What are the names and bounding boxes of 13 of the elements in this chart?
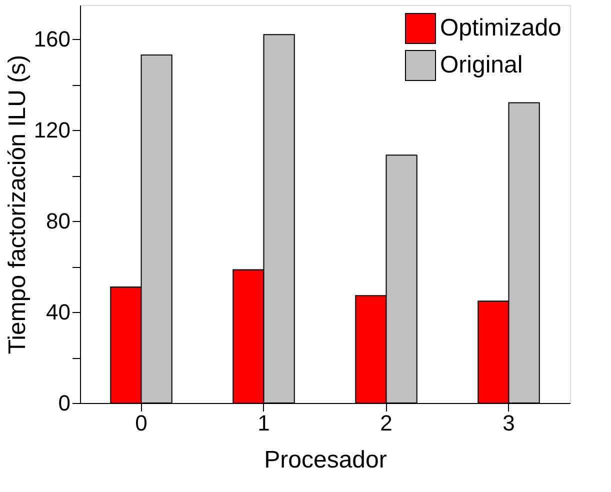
y-tick-label: 160 [34,26,70,52]
x-tick-label: 3 [502,410,515,436]
x-axis-title: Procesador [264,446,387,474]
y-tick-label: 120 [34,118,70,143]
legend-label: Optimizado [440,14,562,42]
y-axis-title: Tiempo factorización ILU (s) [4,54,31,354]
x-tick-label: 2 [380,410,392,436]
legend-label: Original [440,52,523,78]
x-tick-label: 1 [258,410,270,436]
x-tick-label: 0 [135,410,148,436]
y-tick-label: 40 [46,300,70,325]
y-tick-label: 80 [46,208,70,234]
y-tick-label: 0 [58,390,70,416]
